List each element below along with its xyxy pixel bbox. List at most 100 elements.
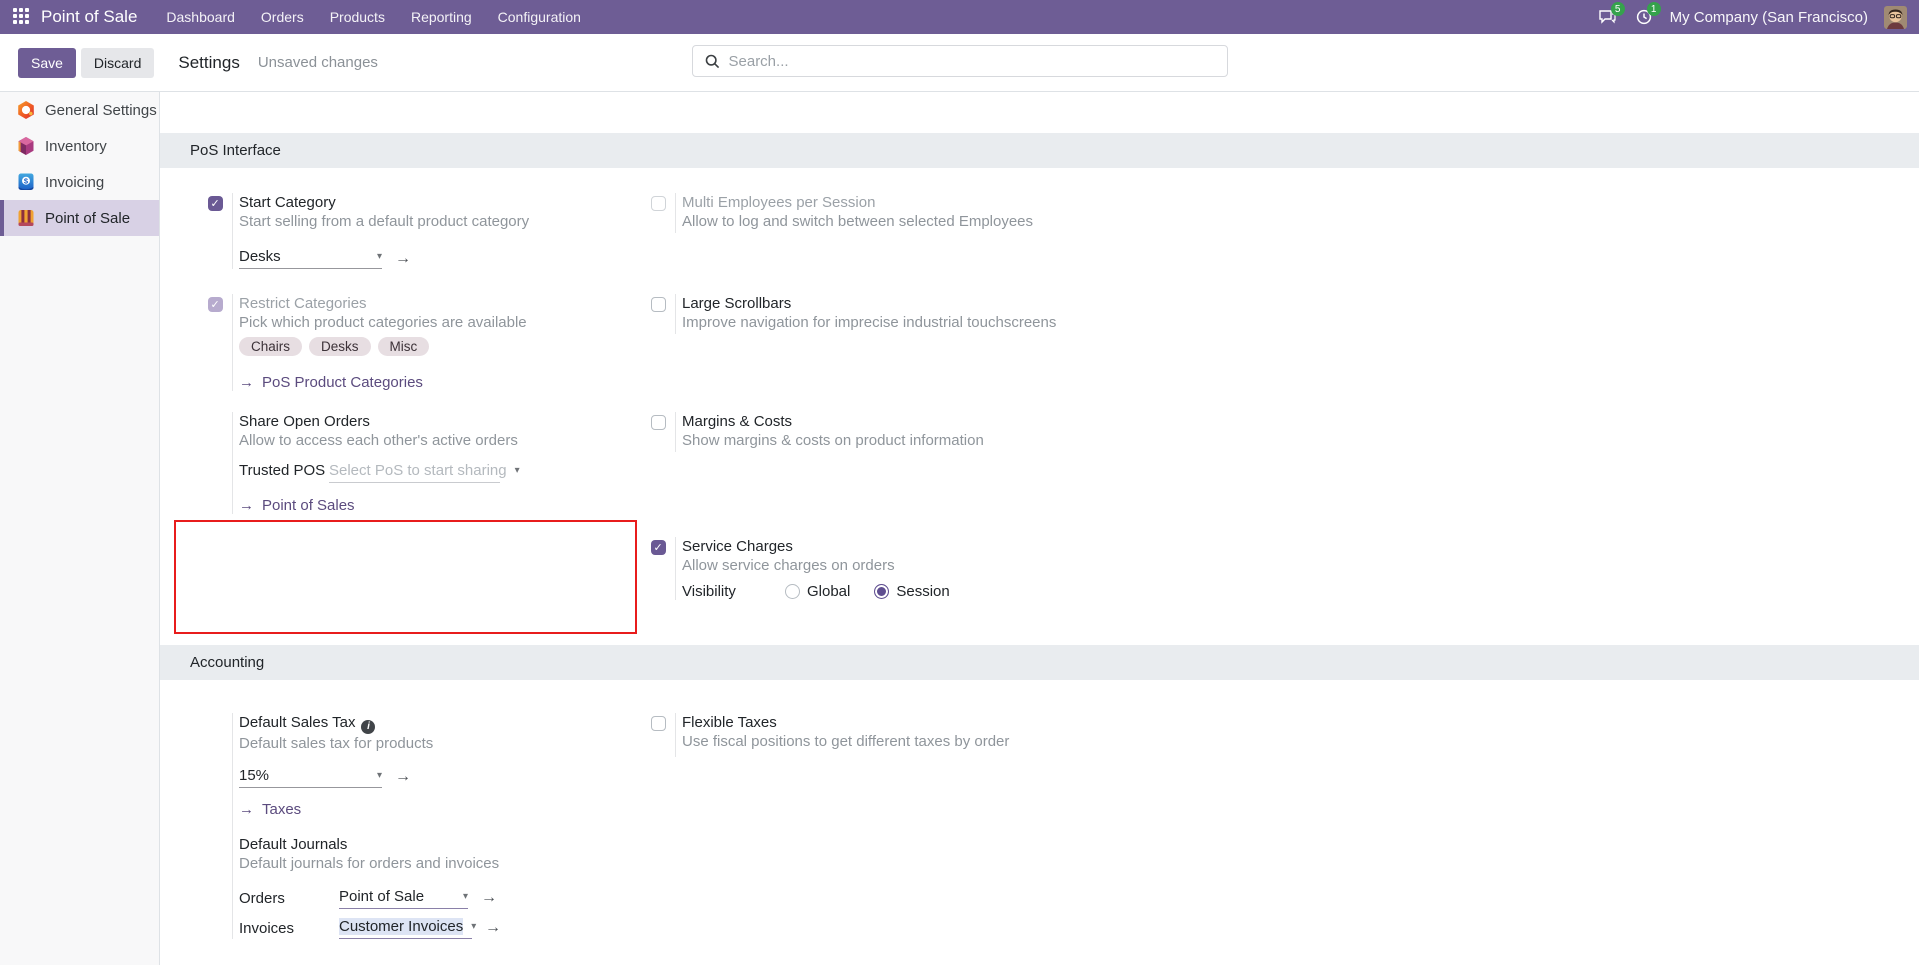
orders-journal-label: Orders bbox=[239, 889, 285, 907]
clock-icon bbox=[1636, 9, 1651, 25]
orders-journal-select[interactable]: Point of Sale ▾ bbox=[339, 888, 468, 909]
arrow-right-icon: → bbox=[239, 497, 254, 514]
large-scrollbars-checkbox[interactable] bbox=[651, 297, 666, 312]
point-of-sale-icon bbox=[18, 210, 34, 226]
invoices-journal-select[interactable]: Customer Invoices ▾ bbox=[339, 917, 476, 939]
setting-desc: Allow service charges on orders bbox=[682, 557, 895, 574]
setting-desc: Allow to access each other's active orde… bbox=[239, 432, 518, 449]
svg-text:$: $ bbox=[24, 176, 29, 185]
setting-service-charges: Service Charges Allow service charges on… bbox=[633, 520, 1919, 645]
search-bar[interactable] bbox=[691, 45, 1228, 77]
menu-orders[interactable]: Orders bbox=[260, 9, 304, 25]
setting-desc: Allow to log and switch between selected… bbox=[682, 213, 1034, 230]
restrict-categories-checkbox bbox=[208, 297, 223, 312]
info-icon: i bbox=[361, 719, 376, 734]
messages-icon[interactable]: 5 bbox=[1598, 2, 1625, 27]
chevron-down-icon: ▾ bbox=[514, 465, 520, 476]
service-charges-checkbox[interactable] bbox=[651, 540, 666, 555]
sidebar-item-invoicing[interactable]: $ Invoicing bbox=[0, 164, 159, 200]
chevron-down-icon: ▾ bbox=[376, 251, 382, 262]
chevron-down-icon: ▾ bbox=[471, 920, 477, 932]
arrow-right-icon: → bbox=[239, 800, 254, 818]
taxes-link[interactable]: → Taxes bbox=[239, 800, 302, 818]
sidebar-item-label: General Settings bbox=[45, 101, 157, 119]
menu-dashboard[interactable]: Dashboard bbox=[166, 9, 235, 25]
search-icon bbox=[705, 54, 719, 68]
setting-desc: Improve navigation for imprecise industr… bbox=[682, 314, 1057, 331]
point-of-sales-link[interactable]: → Point of Sales bbox=[239, 497, 355, 514]
pos-interface-grid: Start Category Start selling from a defa… bbox=[160, 168, 1919, 645]
trusted-pos-label: Trusted POS bbox=[239, 462, 326, 479]
setting-desc: Start selling from a default product cat… bbox=[239, 213, 530, 230]
page-title: Settings bbox=[178, 52, 240, 72]
setting-flexible-taxes: Flexible Taxes Use fiscal positions to g… bbox=[633, 713, 1919, 939]
main-menu: Dashboard Orders Products Reporting Conf… bbox=[155, 1, 592, 33]
setting-label: Service Charges bbox=[682, 538, 793, 555]
company-name[interactable]: My Company (San Francisco) bbox=[1669, 8, 1868, 26]
settings-sidebar: General Settings Inventory $ Invoicing bbox=[0, 92, 160, 965]
invoicing-icon: $ bbox=[18, 173, 34, 190]
menu-reporting[interactable]: Reporting bbox=[410, 9, 472, 25]
control-panel: Save Discard Settings Unsaved changes bbox=[0, 34, 1919, 92]
setting-margins-costs: Margins & Costs Show margins & costs on … bbox=[633, 412, 1919, 520]
orders-journal-internal-link-icon[interactable]: → bbox=[481, 889, 497, 906]
multi-employees-checkbox[interactable] bbox=[651, 196, 666, 211]
visibility-label: Visibility bbox=[682, 583, 736, 600]
tag-misc[interactable]: Misc bbox=[377, 337, 430, 356]
sidebar-item-general-settings[interactable]: General Settings bbox=[0, 92, 159, 128]
pos-product-categories-link[interactable]: → PoS Product Categories bbox=[239, 374, 423, 391]
category-tags: Chairs Desks Misc bbox=[239, 337, 633, 356]
chevron-down-icon: ▾ bbox=[462, 890, 468, 902]
sidebar-item-label: Point of Sale bbox=[45, 209, 131, 227]
start-category-internal-link-icon[interactable]: → bbox=[395, 249, 411, 267]
visibility-option-session[interactable]: Session bbox=[874, 583, 950, 600]
user-avatar[interactable] bbox=[1884, 5, 1907, 29]
activities-badge: 1 bbox=[1646, 2, 1661, 16]
section-header-pos-interface: PoS Interface bbox=[160, 133, 1919, 168]
tag-chairs[interactable]: Chairs bbox=[239, 337, 303, 356]
sidebar-item-point-of-sale[interactable]: Point of Sale bbox=[0, 200, 159, 236]
visibility-radio-group: Global Session bbox=[785, 583, 950, 600]
setting-label: Large Scrollbars bbox=[682, 295, 792, 312]
setting-label: Margins & Costs bbox=[682, 413, 793, 430]
menu-configuration[interactable]: Configuration bbox=[497, 9, 581, 25]
default-sales-tax-internal-link-icon[interactable]: → bbox=[395, 768, 411, 785]
invoices-journal-internal-link-icon[interactable]: → bbox=[485, 919, 501, 936]
unsaved-changes-status: Unsaved changes bbox=[257, 54, 378, 71]
section-header-accounting: Accounting bbox=[160, 645, 1919, 680]
discard-button[interactable]: Discard bbox=[80, 47, 155, 78]
setting-desc: Use fiscal positions to get different ta… bbox=[682, 733, 1010, 750]
flexible-taxes-checkbox[interactable] bbox=[651, 716, 666, 731]
trusted-pos-select[interactable]: Select PoS to start sharing ▾ bbox=[329, 462, 520, 483]
visibility-option-global[interactable]: Global bbox=[785, 583, 850, 600]
start-category-checkbox[interactable] bbox=[208, 196, 223, 211]
tag-desks[interactable]: Desks bbox=[309, 337, 371, 356]
setting-label: Restrict Categories bbox=[239, 295, 367, 312]
default-sales-tax-select[interactable]: 15% ▾ bbox=[239, 767, 382, 788]
accounting-grid: Default Sales Tax i Default sales tax for… bbox=[160, 680, 1919, 949]
menu-products[interactable]: Products bbox=[329, 9, 385, 25]
arrow-right-icon: → bbox=[239, 374, 254, 391]
start-category-select[interactable]: Desks ▾ bbox=[239, 248, 382, 269]
margins-costs-checkbox[interactable] bbox=[651, 415, 666, 430]
setting-start-category: Start Category Start selling from a defa… bbox=[190, 193, 633, 294]
setting-label: Flexible Taxes bbox=[682, 714, 777, 731]
setting-desc: Default sales tax for products bbox=[239, 734, 434, 752]
setting-label: Multi Employees per Session bbox=[682, 194, 876, 211]
sidebar-item-label: Inventory bbox=[45, 137, 107, 155]
search-input[interactable] bbox=[728, 52, 1215, 70]
top-navbar: Point of Sale Dashboard Orders Products … bbox=[0, 0, 1919, 34]
sidebar-item-inventory[interactable]: Inventory bbox=[0, 128, 159, 164]
setting-label: Default Sales Tax i bbox=[239, 713, 633, 734]
setting-label: Start Category bbox=[239, 194, 336, 211]
apps-menu-icon[interactable] bbox=[13, 8, 31, 26]
activities-icon[interactable]: 1 bbox=[1634, 2, 1661, 27]
radio-global[interactable] bbox=[785, 584, 800, 599]
radio-session[interactable] bbox=[874, 584, 890, 599]
general-settings-icon bbox=[18, 101, 34, 119]
sidebar-item-label: Invoicing bbox=[45, 173, 105, 191]
setting-large-scrollbars: Large Scrollbars Improve navigation for … bbox=[633, 294, 1919, 412]
setting-multi-employees: Multi Employees per Session Allow to log… bbox=[633, 193, 1919, 294]
save-button[interactable]: Save bbox=[18, 47, 76, 78]
app-title[interactable]: Point of Sale bbox=[41, 7, 138, 26]
